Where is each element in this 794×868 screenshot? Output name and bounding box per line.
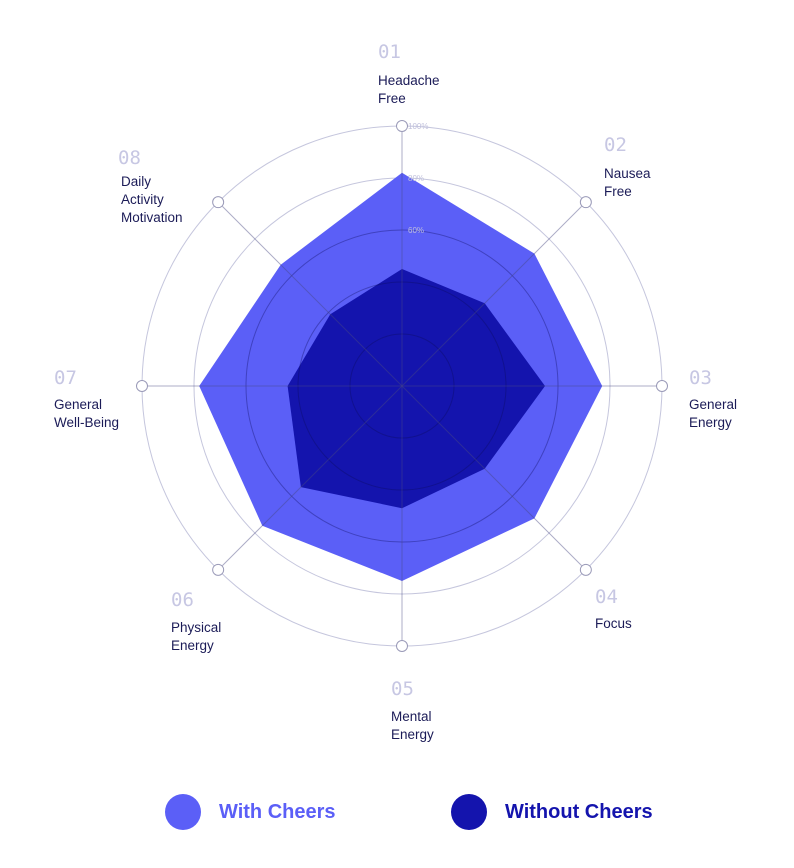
axis-number-03: 03 [689,367,712,389]
axis-label-07: General Well-Being [54,397,119,430]
radar-axis-labels: 01 Headache Free 02 Nausea Free 03 General Energ… [54,41,737,742]
spoke-marker-01 [396,120,408,132]
legend-item-without-cheers: Without Cheers [451,794,653,830]
tick-label-60: 60% [408,226,424,235]
spoke-08 [222,206,403,387]
axis-number-08: 08 [118,147,141,169]
tick-label-80: 80% [408,174,424,183]
spoke-marker-03 [656,380,668,392]
grid-ring-overlay-2 [297,281,507,491]
spoke-marker-04 [579,563,592,576]
radar-series [199,172,603,582]
axis-label-08: Daily Activity Motivation [121,174,183,225]
legend-label-without-cheers: Without Cheers [505,800,653,823]
series-area-without-cheers [287,269,545,509]
axis-label-02: Nausea Free [604,166,651,199]
axis-number-01: 01 [378,41,401,63]
spoke-marker-05 [396,640,408,652]
radar-spokes [136,120,668,652]
spoke-marker-06 [212,563,225,576]
legend-item-with-cheers: With Cheers [165,794,336,830]
legend-swatch-without-cheers [451,794,487,830]
axis-label-06: Physical Energy [171,620,221,653]
legend-label-with-cheers: With Cheers [219,800,336,823]
spoke-marker-08 [212,196,225,209]
axis-label-03: General Energy [689,397,737,430]
grid-ring-overlay-3 [245,229,559,543]
radar-tick-labels: 100% 80% 60% [408,122,428,235]
axis-number-06: 06 [171,589,194,611]
spoke-marker-07 [136,380,148,392]
spoke-04 [401,385,582,566]
legend-swatch-with-cheers [165,794,201,830]
tick-label-100: 100% [408,122,428,131]
spoke-02 [401,206,582,387]
axis-label-05: Mental Energy [391,709,434,742]
axis-label-01: Headache Free [378,73,440,106]
grid-ring-overlay-1 [349,333,455,439]
axis-number-02: 02 [604,134,627,156]
spoke-06 [222,385,403,566]
spoke-marker-02 [579,196,592,209]
axis-number-07: 07 [54,367,77,389]
axis-number-04: 04 [595,586,618,608]
axis-label-04: Focus [595,616,632,631]
axis-number-05: 05 [391,678,414,700]
